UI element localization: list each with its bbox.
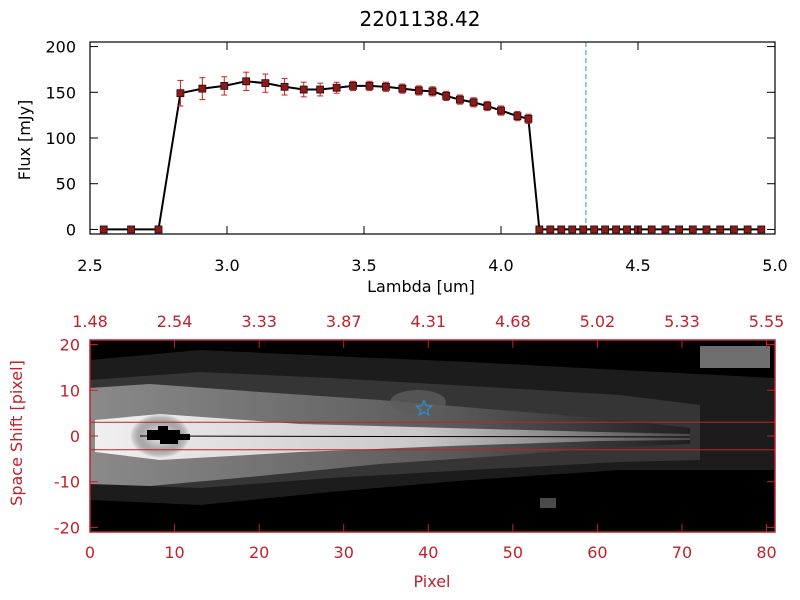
image-y-tick-label: -20 — [54, 518, 80, 537]
data-point — [524, 114, 533, 123]
image-y-tick-label: 10 — [60, 381, 80, 400]
data-point — [349, 81, 357, 90]
data-point — [280, 82, 289, 91]
spectrum-title: 2201138.42 — [360, 7, 481, 31]
image-top-tick-label: 5.02 — [580, 312, 616, 331]
data-point — [414, 86, 423, 95]
data-point — [513, 112, 522, 120]
y-tick-label: 0 — [66, 220, 76, 239]
data-point — [688, 225, 697, 234]
image-x-tick-label: 20 — [249, 543, 269, 562]
image-x-tick-label: 60 — [587, 543, 607, 562]
data-point — [743, 225, 752, 234]
data-point — [332, 83, 341, 92]
data-point — [612, 225, 620, 234]
image-x-tick-label: 70 — [672, 543, 692, 562]
image-x-tick-label: 30 — [334, 543, 354, 562]
data-point — [590, 225, 599, 234]
image-y-tick-label: 0 — [70, 427, 80, 446]
image-x-tick-label: 80 — [756, 543, 776, 562]
image-y-tick-label: -10 — [54, 473, 80, 492]
data-point — [702, 225, 711, 234]
spectrum-markers — [99, 71, 766, 234]
data-point — [198, 84, 207, 93]
spectrum-ylabel: Flux [mJy] — [15, 100, 34, 181]
image-x-tick-label: 40 — [418, 543, 438, 562]
spectrum-line — [103, 80, 762, 231]
data-point — [316, 85, 325, 94]
data-point — [220, 81, 229, 90]
data-point — [716, 225, 725, 234]
data-point — [675, 225, 683, 234]
star-marker-icon — [414, 398, 434, 417]
data-point — [601, 225, 610, 234]
data-point — [455, 95, 464, 104]
image-top-tick-label: 3.87 — [326, 312, 362, 331]
image-xlabel: Pixel — [413, 572, 450, 591]
x-tick-label: 5.0 — [762, 256, 787, 275]
image-axis-ticks: 0 1.48 10 2.54 20 3.33 30 3.87 40 4.31 50 4.68 60 5.0… — [54, 312, 784, 562]
data-point — [730, 225, 738, 234]
y-tick-label: 100 — [45, 129, 76, 148]
data-point — [623, 225, 631, 234]
image-top-tick-label: 5.55 — [749, 312, 785, 331]
spectrum-axis-ticks: 2.5 3.0 3.5 4.0 4.5 5.0 0 50 100 150 200 — [45, 38, 787, 275]
data-point — [176, 89, 185, 98]
image-top-tick-label: 1.48 — [72, 312, 108, 331]
spectrum-plot-frame — [89, 41, 776, 235]
data-point — [398, 84, 407, 93]
data-point — [261, 79, 270, 88]
spectrum-series-line — [103, 80, 762, 231]
data-point — [127, 225, 135, 234]
data-point — [647, 225, 656, 234]
data-point — [557, 225, 566, 234]
spectrum-xlabel: Lambda [um] — [367, 277, 475, 296]
data-point — [365, 81, 374, 90]
image-x-tick-label: 0 — [85, 543, 95, 562]
data-point — [579, 225, 588, 234]
x-tick-label: 4.5 — [625, 256, 650, 275]
data-point — [442, 92, 451, 100]
data-point — [242, 77, 251, 86]
data-point — [535, 225, 544, 234]
data-point — [154, 225, 163, 234]
y-tick-label: 50 — [56, 175, 76, 194]
data-point — [757, 225, 766, 234]
image-x-tick-label: 10 — [164, 543, 184, 562]
data-point — [99, 225, 108, 234]
data-point — [382, 82, 390, 91]
y-tick-label: 150 — [45, 83, 76, 102]
data-point — [546, 225, 555, 234]
y-tick-label: 200 — [45, 38, 76, 57]
data-point — [661, 225, 670, 234]
data-point — [497, 106, 505, 115]
data-point — [469, 98, 478, 107]
x-tick-label: 3.5 — [351, 256, 376, 275]
spectral-image — [90, 340, 775, 532]
image-y-tick-label: 20 — [60, 336, 80, 355]
image-top-tick-label: 5.33 — [664, 312, 700, 331]
data-point — [483, 102, 492, 110]
image-top-tick-label: 4.31 — [410, 312, 446, 331]
image-ylabel: Space Shift [pixel] — [7, 360, 26, 506]
data-point — [568, 225, 577, 234]
image-top-tick-label: 4.68 — [495, 312, 531, 331]
x-tick-label: 3.0 — [214, 256, 239, 275]
image-top-tick-label: 3.33 — [241, 312, 277, 331]
image-x-tick-label: 50 — [503, 543, 523, 562]
image-top-tick-label: 2.54 — [157, 312, 193, 331]
data-point — [428, 87, 437, 96]
x-tick-label: 2.5 — [77, 256, 102, 275]
data-point — [299, 85, 308, 94]
x-tick-label: 4.0 — [488, 256, 513, 275]
